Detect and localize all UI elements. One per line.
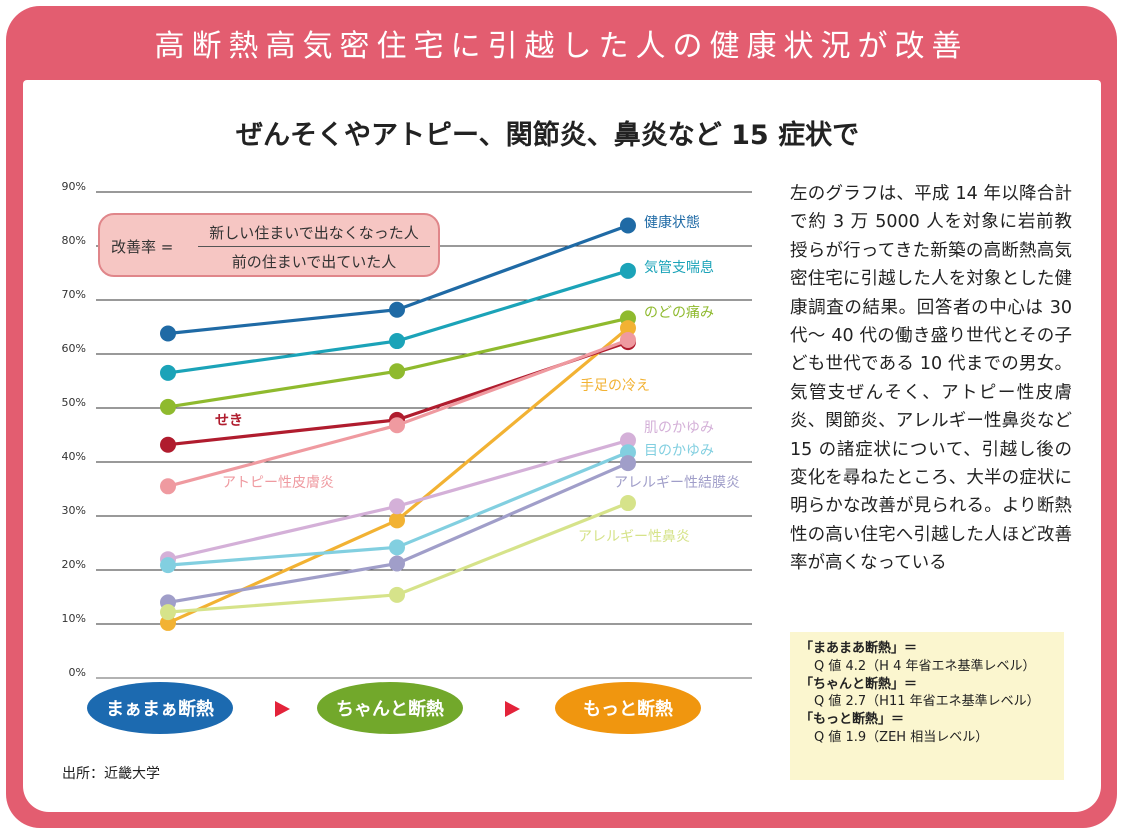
data-point [620,262,636,279]
data-point [160,436,176,453]
data-point [620,320,636,337]
y-tick-label: 50% [62,396,86,409]
y-tick-label: 40% [62,450,86,463]
category-label: もっと断熱 [583,698,673,720]
formula-numerator: 新しい住まいで出なくなった人 [209,224,419,242]
data-point [620,495,636,512]
y-tick-label: 20% [62,558,86,571]
y-tick-label: 0% [69,666,86,679]
series-label: 肌のかゆみ [644,420,714,436]
source-note: 出所：近畿大学 [62,766,160,782]
note-term: 「ちゃんと断熱」＝ [800,676,918,692]
data-point [389,301,405,318]
series-label: せき [215,413,243,429]
formula-box: 改善率 = 新しい住まいで出なくなった人 前の住まいで出ていた人 [98,213,440,277]
note-value: Q 値 4.2（H 4 年省エネ基準レベル） [814,658,1036,674]
data-point [389,586,405,603]
data-point [620,331,636,348]
data-point [160,325,176,342]
note-value: Q 値 2.7（H11 年省エネ基準レベル） [814,694,1040,710]
y-tick-label: 90% [62,180,86,193]
triangle-arrow-icon [505,701,520,717]
banner-title: 高断熱高気密住宅に引越した人の健康状況が改善 [154,29,969,64]
series-label: 気管支喘息 [644,259,714,276]
category-label: ちゃんと断熱 [336,698,444,720]
data-point [620,455,636,472]
description-text: 左のグラフは、平成 14 年以降合計で約 3 万 5000 人を対象に岩前教授ら… [790,184,1072,574]
chart-subtitle: ぜんそくやアトピー、関節炎、鼻炎など 15 症状で [236,120,860,151]
data-point [160,478,176,495]
formula-denominator: 前の住まいで出ていた人 [231,253,397,271]
data-point [389,539,405,556]
category-pill [87,682,233,734]
formula-fraction-bar [198,246,430,247]
data-point [620,432,636,449]
data-point [389,363,405,380]
data-point [389,498,405,515]
series-label: アレルギー性鼻炎 [578,528,690,545]
series-label: のどの痛み [644,304,714,321]
notes-box: 「まあまあ断熱」＝ Q 値 4.2（H 4 年省エネ基準レベル） 「ちゃんと断熱… [790,632,1064,780]
data-point [160,398,176,415]
note-value: Q 値 1.9（ZEH 相当レベル） [814,729,989,745]
y-tick-label: 30% [62,504,86,517]
data-point [160,557,176,574]
y-tick-label: 60% [62,342,86,355]
note-term: 「もっと断熱」＝ [800,712,905,728]
y-tick-label: 70% [62,288,86,301]
data-point [389,333,405,350]
y-tick-label: 10% [62,612,86,625]
data-point [620,217,636,234]
series-label: 健康状態 [644,214,700,231]
note-term: 「まあまあ断熱」＝ [800,641,918,656]
triangle-arrow-icon [275,701,290,717]
category-pill [317,682,463,734]
data-point [389,512,405,529]
formula-label: 改善率 = [111,238,174,256]
y-tick-label: 80% [62,234,86,247]
data-point [160,604,176,621]
category-pill [555,682,701,734]
data-point [160,364,176,381]
series-line [167,269,629,375]
data-point [389,555,405,572]
data-point [389,417,405,434]
series-label: 手足の冷え [580,378,650,394]
series-label: アトピー性皮膚炎 [222,475,334,491]
series-label: アレルギー性結膜炎 [614,475,740,491]
series-label: 目のかゆみ [644,443,714,459]
category-label: まぁまぁ断熱 [106,698,214,720]
